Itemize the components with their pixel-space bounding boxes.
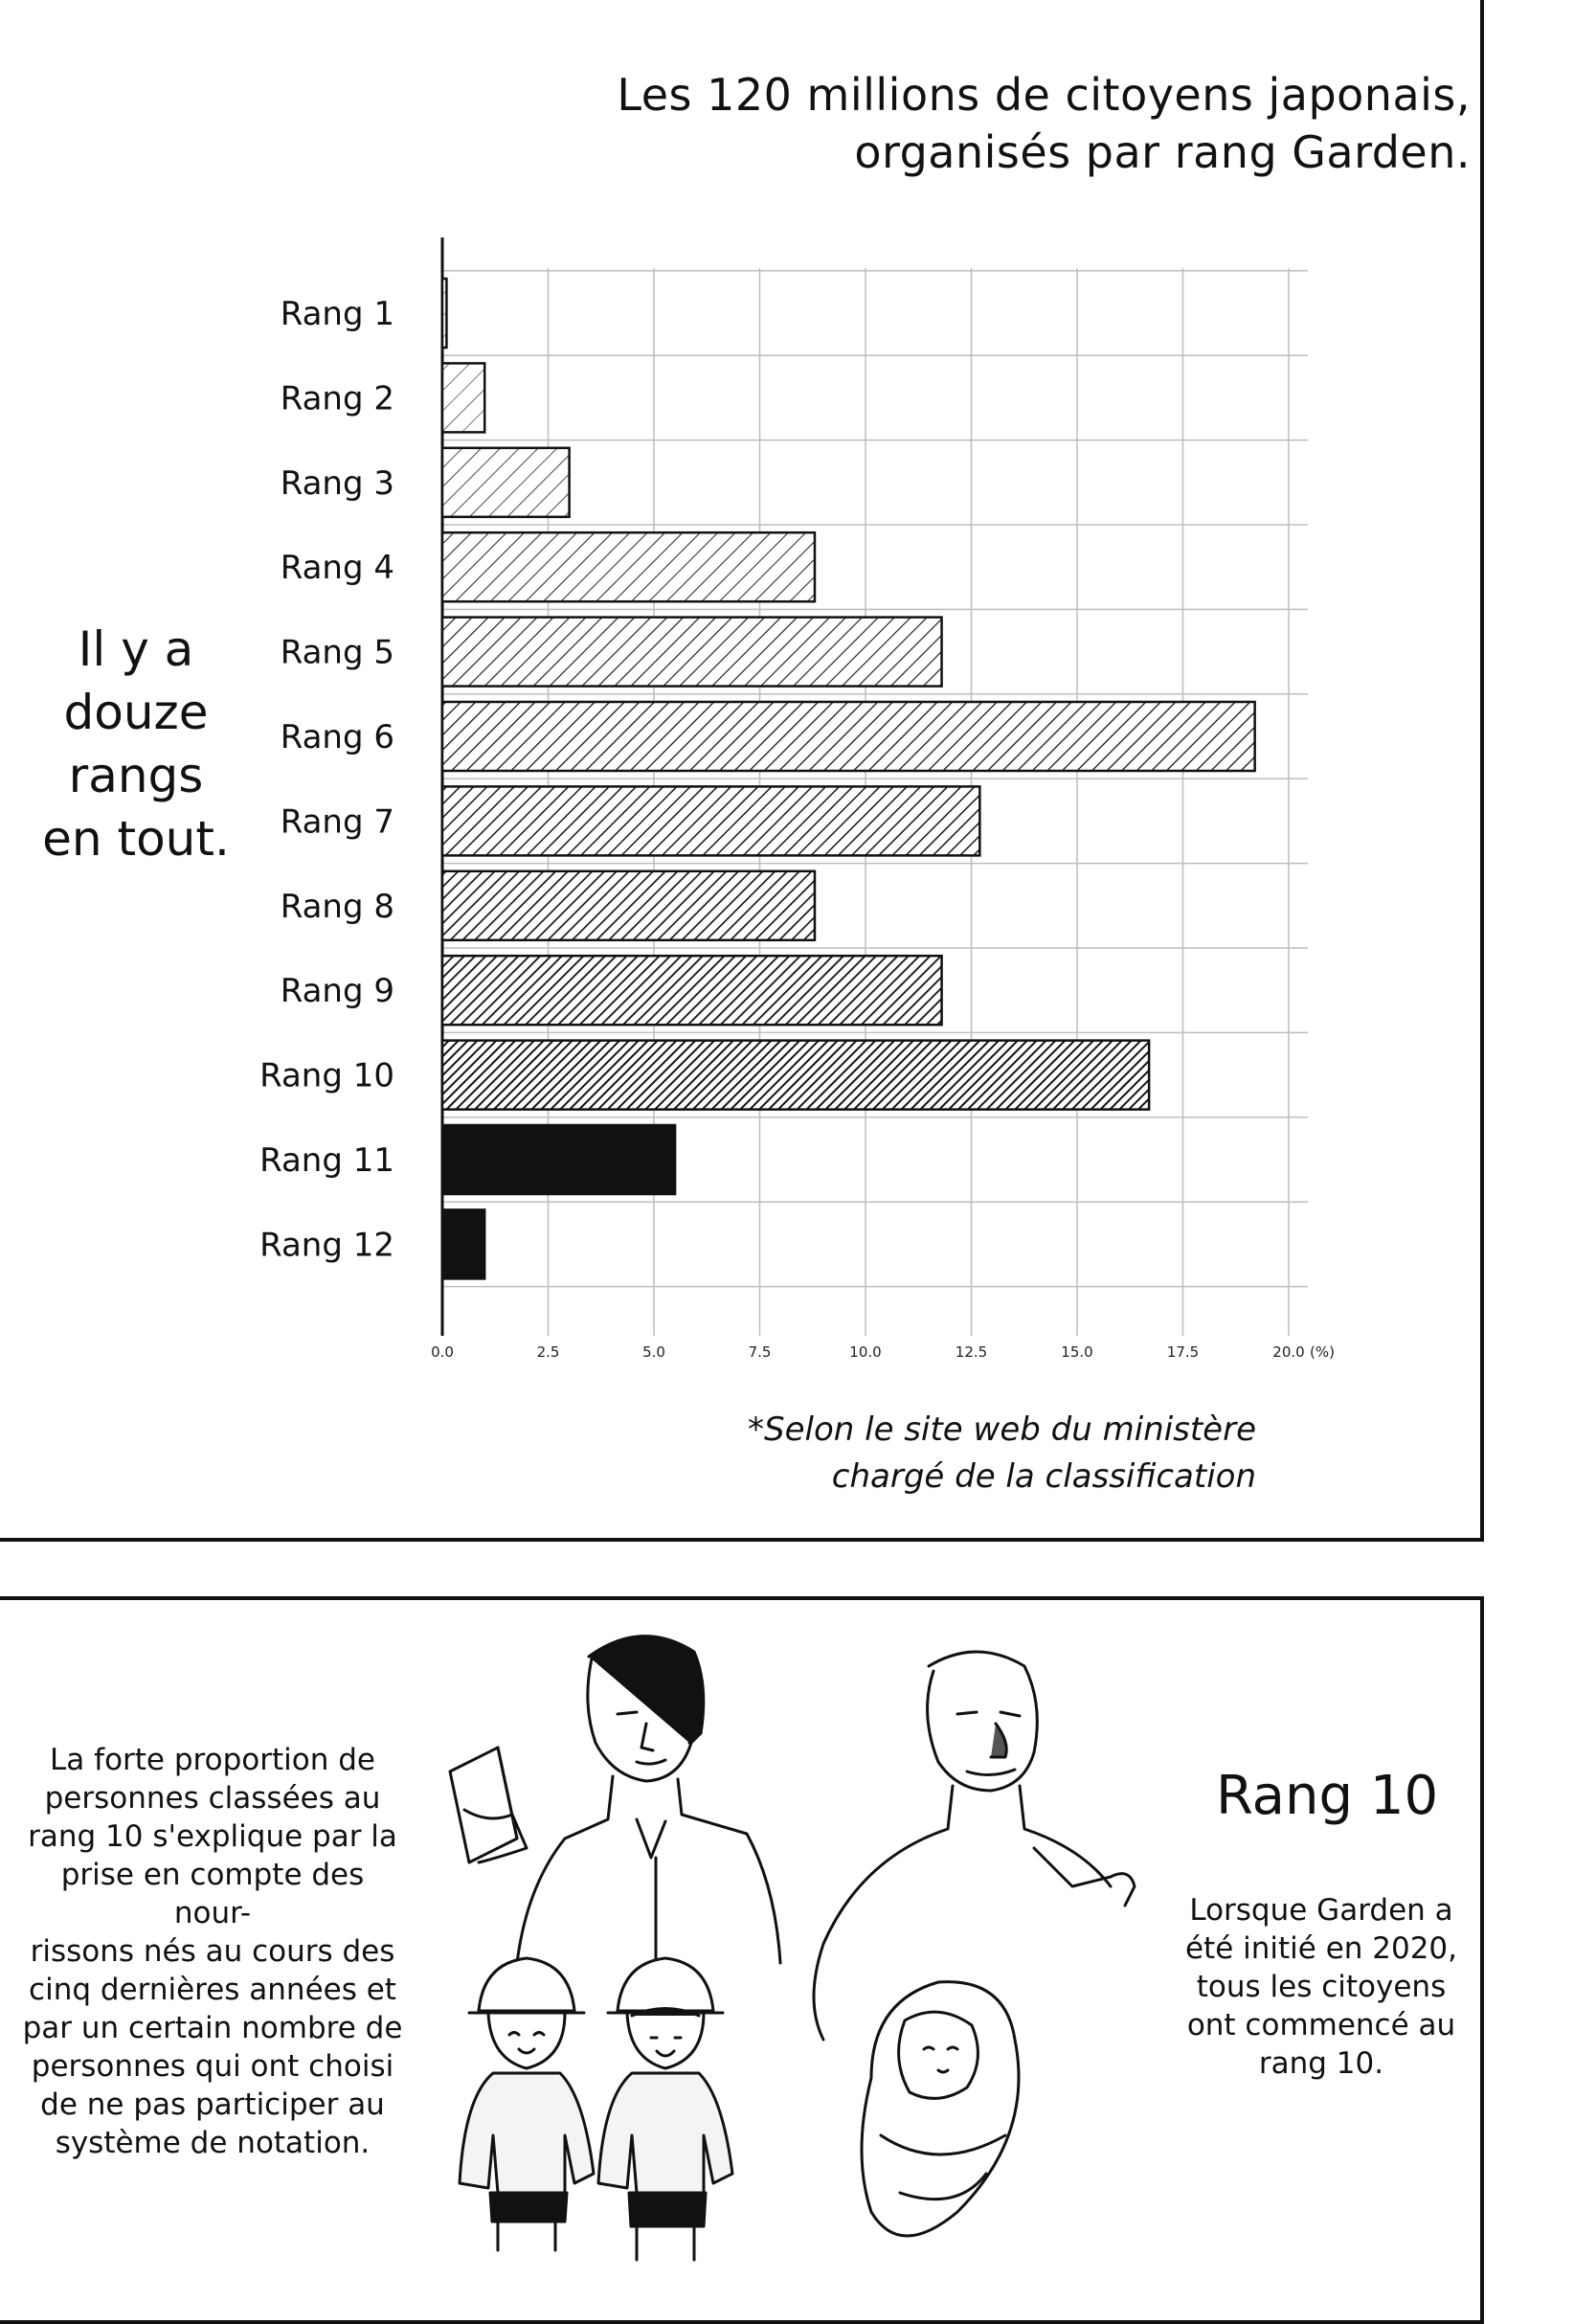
- father-figure: [515, 1635, 782, 2003]
- bar-rang-7: [440, 785, 981, 857]
- category-label: Rang 1: [281, 295, 394, 333]
- right-explanation: Lorsque Garden a été initié en 2020, tou…: [1182, 1891, 1460, 2083]
- x-unit-label: (%): [1310, 1343, 1335, 1361]
- bar-rang-9: [440, 954, 943, 1027]
- x-tick-label: 7.5: [749, 1343, 772, 1361]
- x-tick-label: 20.0: [1272, 1343, 1304, 1361]
- page-title-line-1: Les 120 millions de citoyens japonais,: [617, 69, 1471, 121]
- left-explanation-line: cinq dernières années et: [29, 1973, 396, 2007]
- category-label: Rang 2: [281, 379, 394, 417]
- source-note-line-2: chargé de la classification: [831, 1457, 1256, 1496]
- right-explanation-line: Lorsque Garden a: [1189, 1893, 1453, 1928]
- x-tick-label: 10.0: [849, 1343, 881, 1361]
- left-explanation-line: La forte proportion de: [50, 1743, 375, 1777]
- right-explanation-line: rang 10.: [1258, 2046, 1384, 2081]
- category-label: Rang 8: [281, 888, 394, 926]
- side-caption-line-3: rangs: [68, 748, 204, 803]
- left-explanation-line: par un certain nombre de: [22, 2011, 403, 2045]
- bar-rang-8: [440, 869, 817, 942]
- left-explanation-line: personnes classées au: [44, 1781, 381, 1816]
- bar-rang-6: [440, 700, 1256, 773]
- category-label: Rang 7: [281, 802, 394, 841]
- x-tick-label: 5.0: [642, 1343, 665, 1361]
- left-explanation-line: de ne pas participer au: [40, 2087, 385, 2122]
- baby-figure: [860, 1980, 1021, 2238]
- grandfather-figure: [812, 1650, 1136, 2042]
- bar-rang-5: [440, 616, 943, 688]
- source-note-line-1: *Selon le site web du ministère: [748, 1410, 1256, 1449]
- category-label: Rang 11: [259, 1141, 394, 1180]
- x-tick-label: 17.5: [1167, 1343, 1199, 1361]
- child-figure-right: [596, 1956, 734, 2262]
- bar-rang-12: [440, 1208, 486, 1280]
- bar-rang-10: [440, 1039, 1151, 1111]
- side-caption-line-2: douze: [63, 685, 209, 740]
- illustration-panel: [0, 1596, 1484, 2324]
- bar-rang-4: [440, 530, 817, 603]
- chart-bars: [440, 277, 1256, 1280]
- left-explanation-line: personnes qui ont choisi: [31, 2049, 394, 2084]
- category-label: Rang 4: [281, 549, 394, 587]
- chart-x-ticks: 0.0 2.5 5.0 7.5 10.0 12.5 15.0 17.5 20.0 (%): [431, 1343, 1335, 1361]
- x-tick-label: 15.0: [1061, 1343, 1092, 1361]
- x-tick-label: 12.5: [956, 1343, 987, 1361]
- right-explanation-line: tous les citoyens: [1196, 1970, 1447, 2004]
- bar-rang-1: [440, 277, 448, 350]
- right-explanation-line: ont commencé au: [1186, 2008, 1456, 2042]
- page-title-line-2: organisés par rang Garden.: [854, 126, 1471, 178]
- book-icon: [448, 1746, 528, 1864]
- right-explanation-line: été initié en 2020,: [1184, 1931, 1458, 1966]
- left-explanation-line: système de notation.: [55, 2126, 371, 2160]
- x-tick-label: 2.5: [537, 1343, 560, 1361]
- bar-rang-2: [440, 362, 486, 434]
- bar-rang-11: [440, 1123, 677, 1196]
- left-explanation: La forte proportion de personnes classée…: [21, 1741, 404, 2162]
- manga-illustration: [448, 1635, 1136, 2262]
- chart-category-labels: Rang 1 Rang 2 Rang 3 Rang 4 Rang 5 Rang 6 Rang…: [259, 295, 394, 1264]
- bar-chart: Rang 1 Rang 2 Rang 3 Rang 4 Rang 5 Rang 6 Rang…: [259, 237, 1335, 1361]
- child-figure-left: [458, 1956, 596, 2252]
- left-explanation-line: prise en compte des nour-: [60, 1858, 365, 1930]
- category-label: Rang 9: [281, 972, 394, 1010]
- side-caption-line-4: en tout.: [42, 811, 230, 867]
- category-label: Rang 6: [281, 718, 394, 756]
- x-tick-label: 0.0: [431, 1343, 454, 1361]
- bar-rang-3: [440, 446, 571, 519]
- category-label: Rang 5: [281, 634, 394, 672]
- left-explanation-line: rang 10 s'explique par la: [28, 1819, 397, 1854]
- side-caption-line-1: Il y a: [78, 621, 194, 677]
- category-label: Rang 12: [259, 1226, 394, 1264]
- left-explanation-line: rissons nés au cours des: [30, 1934, 395, 1969]
- category-label: Rang 10: [259, 1057, 394, 1095]
- rang-10-heading: Rang 10: [1216, 1765, 1439, 1827]
- category-label: Rang 3: [281, 464, 394, 503]
